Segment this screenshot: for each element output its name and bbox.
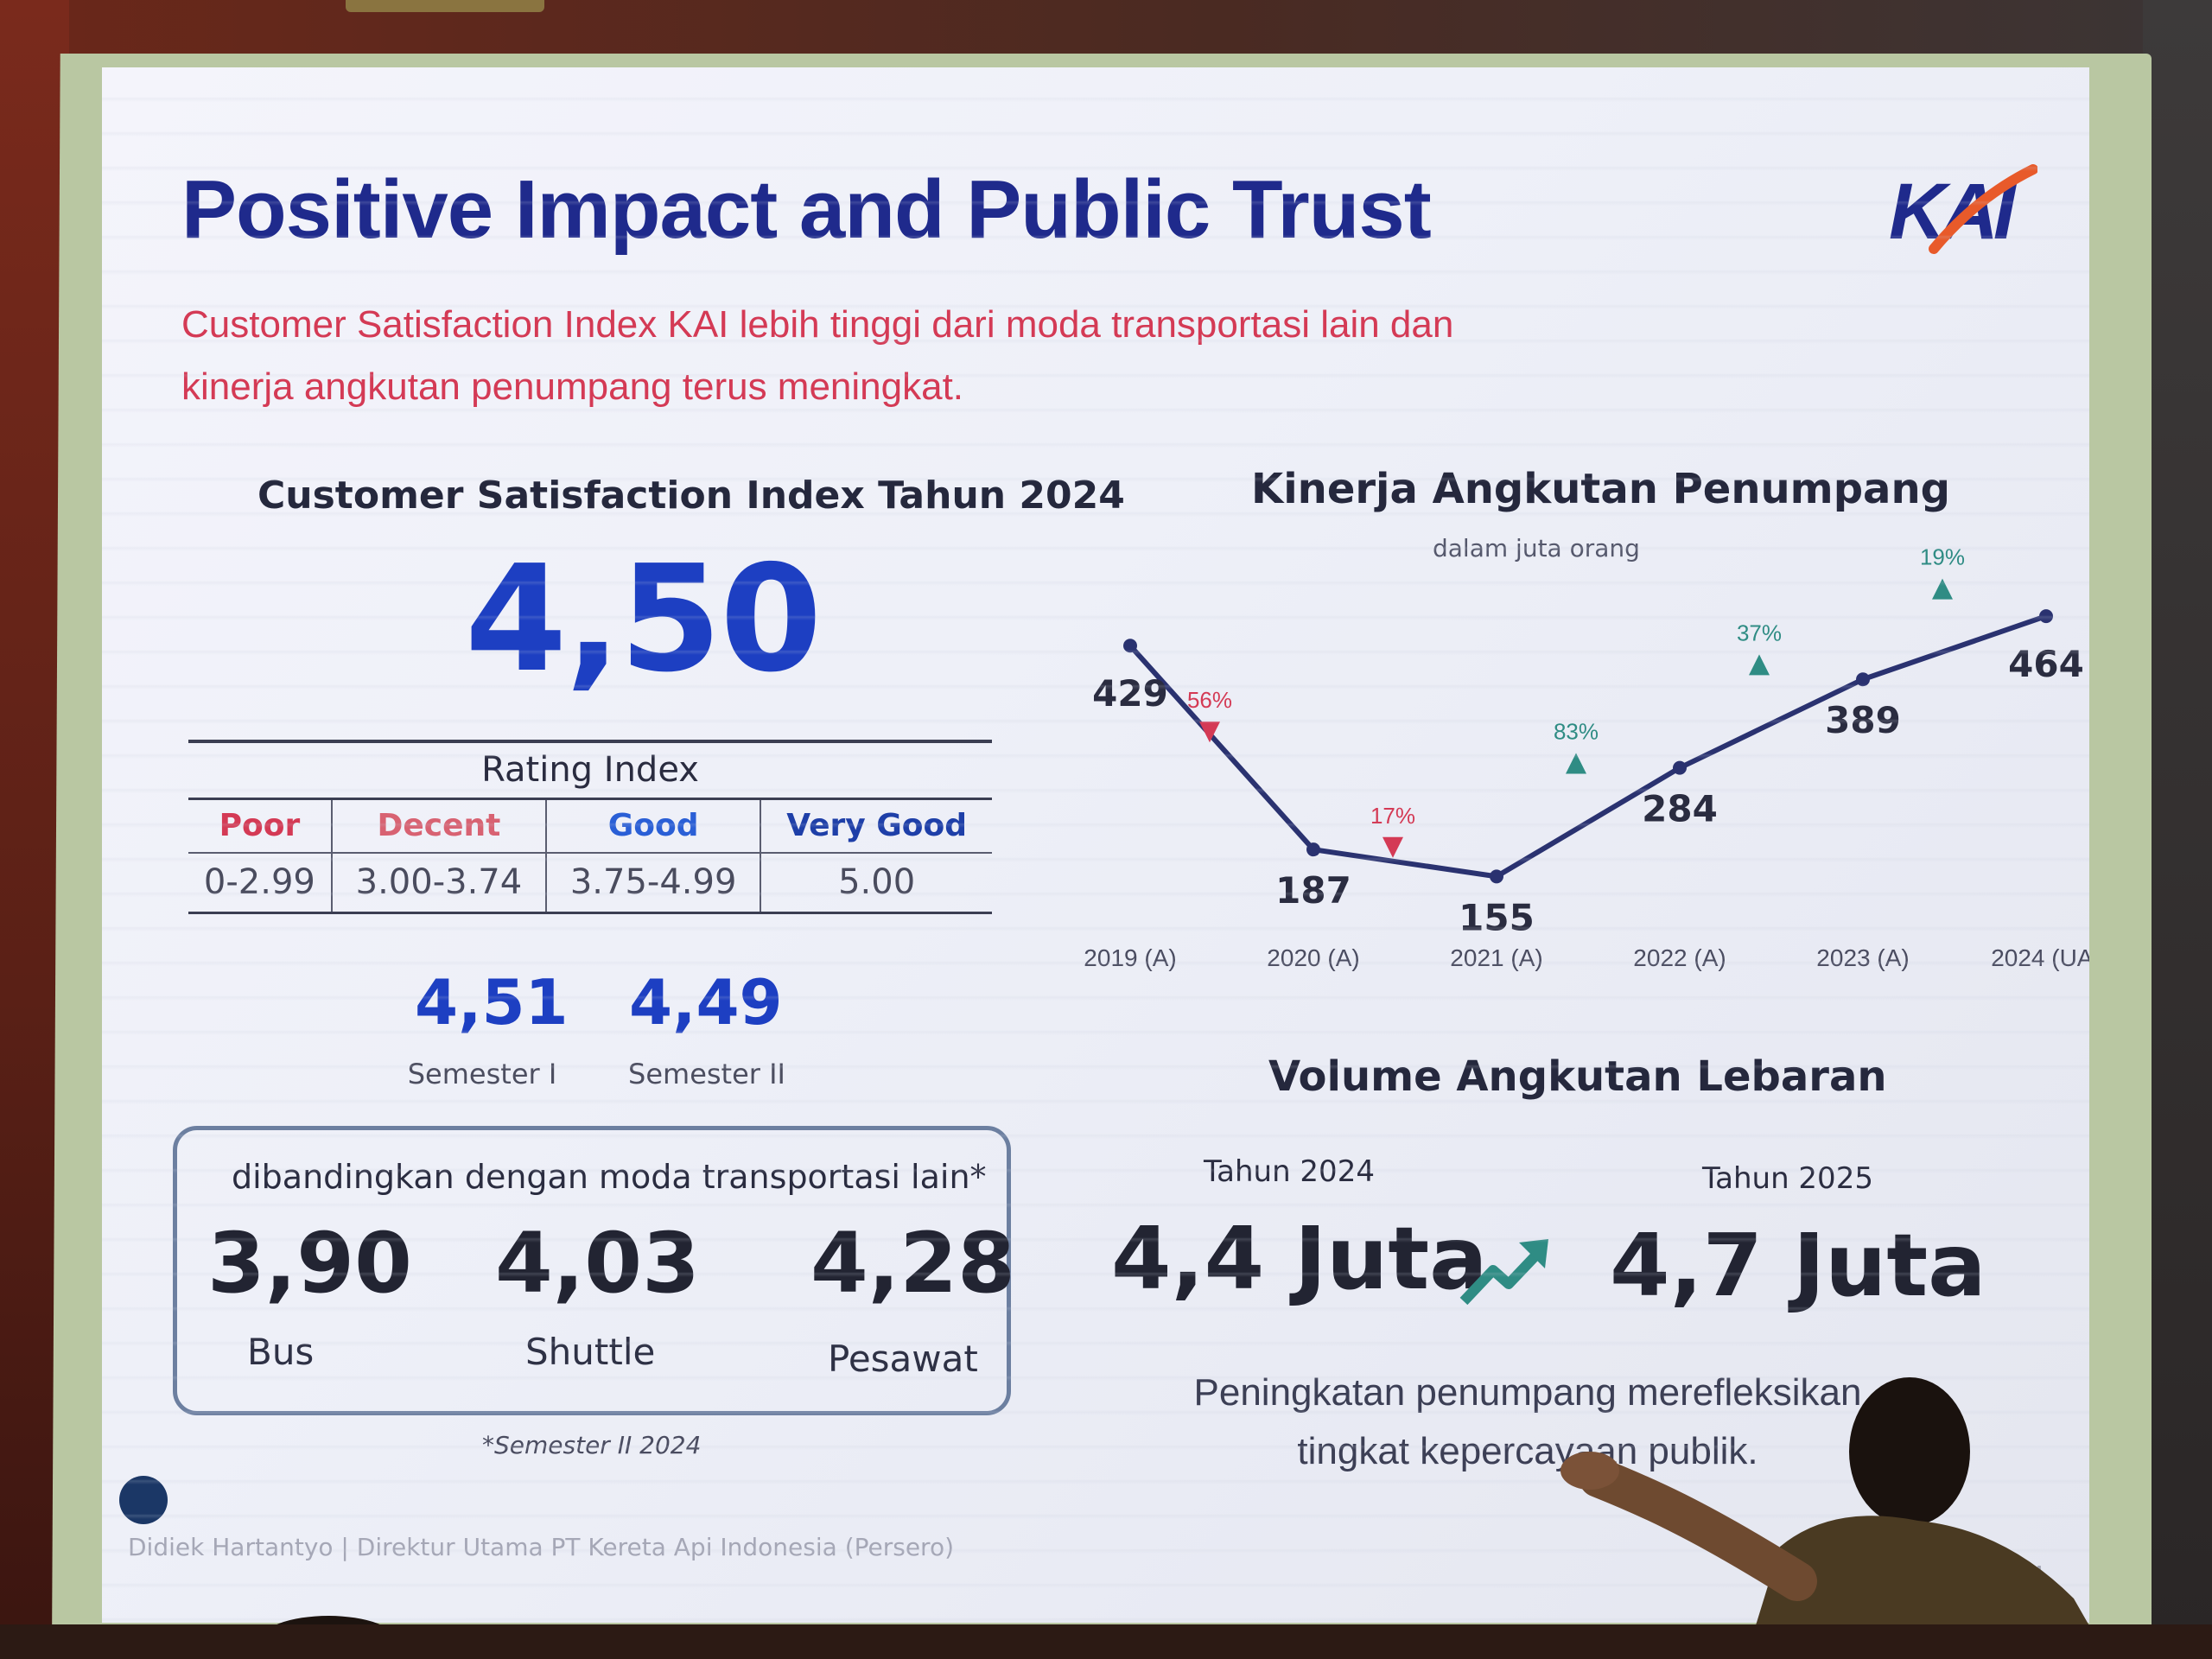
rating-value-good: 3.75-4.99: [545, 851, 762, 914]
rating-value-decent: 3.00-3.74: [330, 851, 548, 914]
data-point: [1123, 639, 1137, 653]
room-wall-right: [2143, 0, 2212, 1659]
rating-header-row: Poor Decent Good Very Good: [188, 798, 992, 854]
semester-2-label: Semester II: [628, 1058, 785, 1090]
rating-caption: Rating Index: [481, 750, 699, 790]
kai-logo-text: KAI: [1889, 168, 2018, 256]
csi-heading: Customer Satisfaction Index Tahun 2024: [257, 474, 1125, 518]
change-label: 17%: [1370, 803, 1415, 829]
down-triangle-icon: [1382, 836, 1403, 858]
rating-header-good: Good: [545, 798, 762, 854]
data-point: [2039, 609, 2053, 624]
x-tick-label: 2021 (A): [1450, 944, 1542, 971]
rating-header-poor: Poor: [188, 798, 333, 854]
subtitle-line-1: Customer Satisfaction Index KAI lebih ti…: [181, 303, 1454, 346]
x-tick-label: 2020 (A): [1267, 944, 1359, 971]
rating-value-very-good: 5.00: [760, 851, 992, 914]
comparison-pesawat-value: 4,28: [810, 1215, 1015, 1312]
room-floor-strip: [0, 1624, 2212, 1659]
change-label: 56%: [1187, 687, 1232, 713]
ceiling-fixture: [346, 0, 544, 12]
comparison-bus-label: Bus: [247, 1331, 315, 1373]
data-label: 389: [1825, 699, 1901, 741]
lebaran-note: Peningkatan penumpang merefleksikan ting…: [1182, 1363, 1873, 1481]
lebaran-to-value: 4,7 Juta: [1610, 1215, 1986, 1316]
data-label: 464: [2008, 643, 2084, 685]
data-point: [1856, 672, 1870, 687]
x-tick-label: 2022 (A): [1633, 944, 1726, 971]
data-label: 155: [1459, 896, 1535, 938]
footer-badge-icon: [119, 1476, 168, 1524]
comparison-box: [173, 1126, 1011, 1415]
kai-logo: KAI: [1889, 164, 2037, 256]
data-label: 284: [1642, 788, 1718, 830]
change-label: 83%: [1554, 718, 1599, 744]
comparison-bus-value: 3,90: [207, 1215, 412, 1312]
slide-subtitle: Customer Satisfaction Index KAI lebih ti…: [181, 294, 1564, 418]
comparison-pesawat-label: Pesawat: [828, 1338, 978, 1380]
rating-header-decent: Decent: [330, 798, 548, 854]
lebaran-note-line-1: Peningkatan penumpang merefleksikan: [1193, 1371, 1862, 1414]
down-triangle-icon: [1199, 721, 1220, 743]
data-point: [1673, 760, 1687, 775]
up-triangle-icon: [1749, 654, 1770, 676]
trend-up-arrow-icon: [1459, 1239, 1548, 1306]
comparison-footnote: *Semester II 2024: [482, 1431, 702, 1459]
comparison-shuttle-label: Shuttle: [525, 1331, 656, 1373]
lebaran-from-value: 4,4 Juta: [1111, 1208, 1488, 1309]
room-wall-top: [0, 0, 2212, 60]
x-tick-label: 2024 (UA): [1991, 944, 2089, 971]
up-triangle-icon: [1932, 578, 1953, 600]
lebaran-from-year: Tahun 2024: [1204, 1154, 1375, 1189]
lebaran-heading: Volume Angkutan Lebaran: [1268, 1052, 1887, 1101]
slide-title: Positive Impact and Public Trust: [181, 163, 1432, 256]
lebaran-note-line-2: tingkat kepercayaan publik.: [1297, 1430, 1758, 1472]
rating-top-rule: [188, 740, 992, 743]
rating-table: Poor Decent Good Very Good 0-2.99 3.00-3…: [188, 798, 992, 914]
rating-value-poor: 0-2.99: [188, 851, 333, 914]
rating-value-row: 0-2.99 3.00-3.74 3.75-4.99 5.00: [188, 851, 992, 914]
x-tick-label: 2019 (A): [1084, 944, 1176, 971]
data-label: 187: [1275, 869, 1351, 912]
change-label: 19%: [1920, 544, 1965, 570]
rating-header-very-good: Very Good: [760, 798, 992, 854]
up-triangle-icon: [1566, 753, 1586, 774]
series-line: [1128, 613, 2047, 880]
subtitle-line-2: kinerja angkutan penumpang terus meningk…: [181, 365, 964, 408]
semester-1-label: Semester I: [407, 1058, 557, 1090]
footer-presenter: Didiek Hartantyo | Direktur Utama PT Ker…: [128, 1533, 955, 1561]
data-label: 429: [1092, 672, 1168, 715]
comparison-title: dibandingkan dengan moda transportasi la…: [232, 1158, 987, 1196]
presenter-silhouette: [1560, 1377, 2108, 1659]
semester-1-value: 4,51: [415, 966, 569, 1039]
semester-2-value: 4,49: [629, 966, 783, 1039]
comparison-shuttle-value: 4,03: [495, 1215, 700, 1312]
passenger-line-chart: 429 2019 (A) 187 2020 (A) 155 2021 (A) 284 2022…: [1084, 544, 2089, 971]
chart-unit-label: dalam juta orang: [1433, 534, 1640, 563]
projected-slide: Positive Impact and Public Trust Custome…: [102, 67, 2089, 1623]
x-tick-label: 2023 (A): [1816, 944, 1909, 971]
chart-title: Kinerja Angkutan Penumpang: [1251, 465, 1950, 513]
change-label: 37%: [1737, 620, 1782, 645]
data-point: [1306, 842, 1320, 857]
lebaran-to-year: Tahun 2025: [1702, 1161, 1873, 1196]
data-point: [1490, 869, 1503, 884]
csi-value: 4,50: [465, 534, 822, 705]
